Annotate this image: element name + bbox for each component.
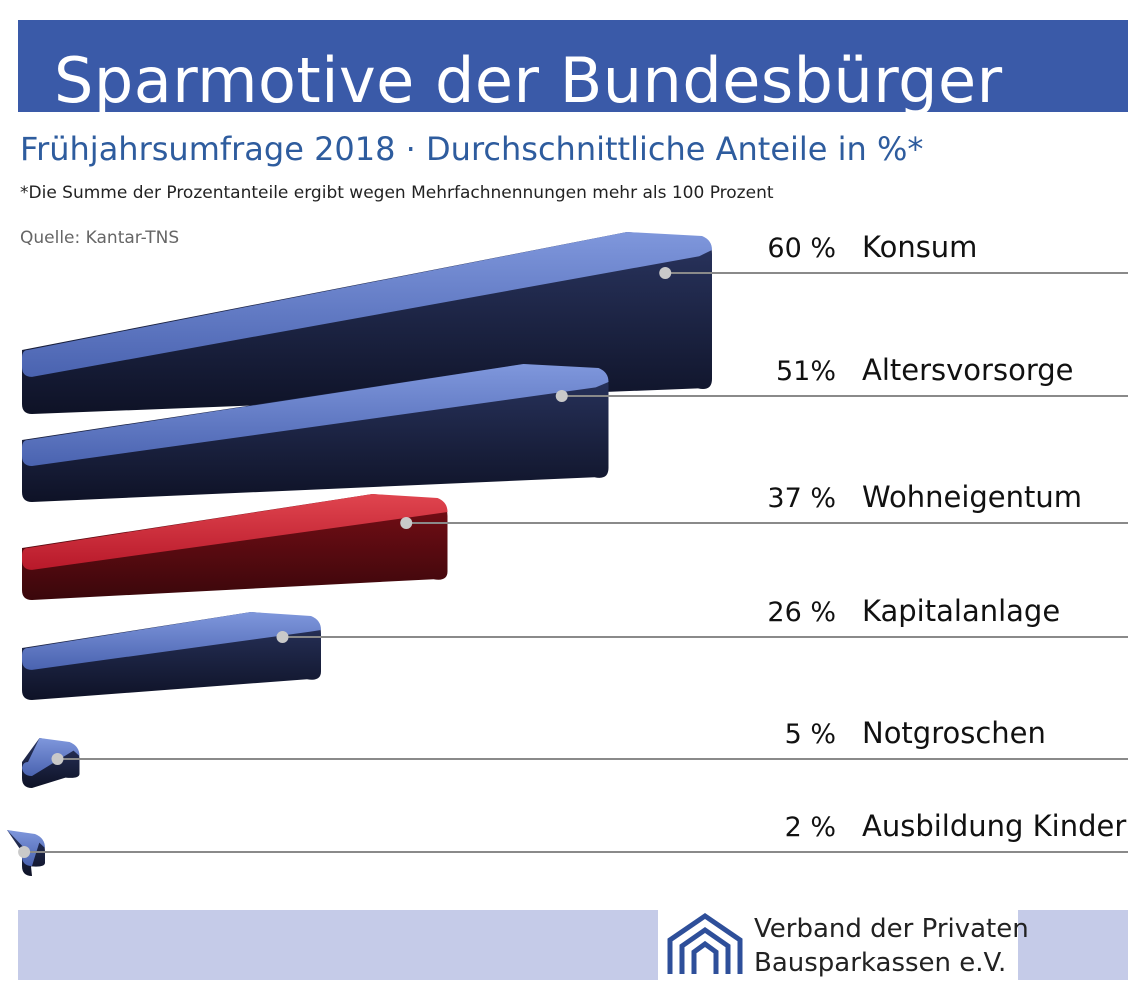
bar-kapitalanlage xyxy=(22,612,321,700)
bar-top-wohneigentum xyxy=(22,494,448,570)
bar-top-notgroschen xyxy=(22,738,80,776)
bar-altersvorsorge xyxy=(22,364,609,502)
house-outline-logo-icon xyxy=(667,912,743,974)
category-label-konsum: Konsum xyxy=(862,230,977,264)
bar-wohneigentum xyxy=(22,494,448,600)
footnote: *Die Summe der Prozentanteile ergibt weg… xyxy=(20,183,774,203)
bar-chart: 60 % Konsum 51% Altersvorsorge 37 % Wohneigen… xyxy=(7,230,1128,876)
page-title: Sparmotive der Bundesbürger xyxy=(54,44,1003,117)
value-label-konsum: 60 % xyxy=(767,233,836,264)
leader-dot-notgroschen xyxy=(51,753,64,765)
title-banner: Sparmotive der Bundesbürger xyxy=(18,20,1128,117)
category-label-ausbildung-kinder: Ausbildung Kinder xyxy=(862,809,1126,843)
leader-dot-wohneigentum xyxy=(400,517,413,529)
bar-top-kapitalanlage xyxy=(22,612,321,670)
organization-name-line1: Verband der Privaten xyxy=(754,914,1029,944)
organization-name-line2: Bausparkassen e.V. xyxy=(754,948,1007,978)
category-label-altersvorsorge: Altersvorsorge xyxy=(862,353,1073,387)
leader-dot-ausbildung-kinder xyxy=(18,846,31,858)
value-label-notgroschen: 5 % xyxy=(785,719,836,750)
value-label-altersvorsorge: 51% xyxy=(776,356,836,387)
category-label-notgroschen: Notgroschen xyxy=(862,716,1046,750)
value-label-kapitalanlage: 26 % xyxy=(767,597,836,628)
leader-dot-kapitalanlage xyxy=(276,631,289,643)
organization-logo: Verband der Privaten Bausparkassen e.V. xyxy=(658,904,1029,986)
bar-top-konsum xyxy=(22,232,712,377)
bar-top-altersvorsorge xyxy=(22,364,609,467)
leader-dot-konsum xyxy=(659,267,672,279)
value-label-ausbildung-kinder: 2 % xyxy=(785,812,836,843)
category-label-wohneigentum: Wohneigentum xyxy=(862,480,1082,514)
value-label-wohneigentum: 37 % xyxy=(767,483,836,514)
source-note: Quelle: Kantar-TNS xyxy=(20,228,180,248)
leader-dot-altersvorsorge xyxy=(555,390,568,402)
bar-notgroschen xyxy=(22,738,80,788)
chart-subtitle: Frühjahrsumfrage 2018 · Durchschnittlich… xyxy=(20,130,924,168)
category-label-kapitalanlage: Kapitalanlage xyxy=(862,594,1060,628)
